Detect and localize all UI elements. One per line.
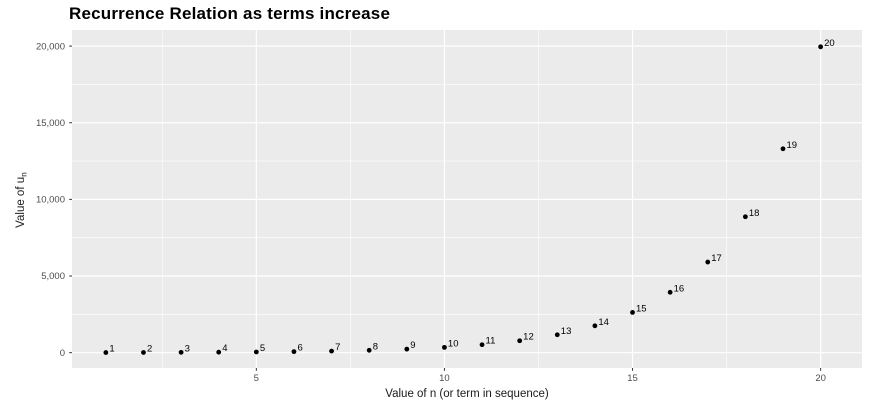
data-point	[705, 259, 711, 265]
data-point	[178, 349, 184, 355]
data-point-label: 14	[598, 317, 609, 328]
data-point-label: 5	[260, 343, 265, 354]
data-point-label: 15	[636, 303, 647, 314]
x-tick-label: 5	[254, 373, 259, 384]
data-point	[630, 310, 635, 315]
data-point	[141, 350, 146, 355]
data-point	[592, 323, 598, 329]
data-point	[818, 44, 824, 50]
data-point	[780, 146, 786, 152]
data-point-label: 2	[147, 343, 152, 354]
data-point-label: 1	[109, 344, 114, 355]
data-point	[554, 332, 560, 338]
y-axis-title-main: Value of u	[15, 177, 27, 228]
data-point-label: 4	[222, 343, 227, 354]
data-point	[479, 342, 485, 348]
y-axis-title-subscript: n	[19, 172, 29, 177]
data-point	[291, 349, 297, 355]
gridlines-major	[72, 30, 862, 368]
data-point	[329, 348, 334, 354]
x-tick-label: 15	[627, 373, 638, 384]
data-point	[742, 214, 748, 220]
y-tick-label: 0	[60, 348, 65, 359]
data-point	[517, 338, 523, 344]
data-point	[253, 349, 259, 355]
data-point-label: 7	[335, 342, 340, 353]
y-tick-label: 10,000	[36, 195, 65, 206]
data-point-label: 9	[410, 340, 415, 351]
data-points	[103, 44, 824, 355]
data-point-label: 13	[561, 326, 572, 337]
data-point	[366, 347, 372, 353]
data-point	[404, 346, 410, 352]
y-axis-title: Value of un	[15, 172, 29, 228]
data-point-label: 17	[711, 253, 722, 264]
data-point-label: 12	[523, 332, 534, 343]
data-point-label: 3	[185, 343, 190, 354]
x-tick-label: 10	[439, 373, 450, 384]
data-point-label: 11	[486, 336, 496, 347]
data-point-label: 8	[373, 341, 378, 352]
data-point	[103, 350, 109, 355]
data-point-label: 18	[749, 208, 760, 219]
data-point	[442, 344, 447, 350]
chart-title: Recurrence Relation as terms increase	[69, 4, 391, 23]
y-tick-label: 15,000	[36, 118, 65, 129]
data-point-label: 16	[674, 283, 685, 294]
data-point-label: 19	[787, 140, 798, 151]
data-point	[667, 289, 673, 295]
y-tick-label: 20,000	[36, 41, 65, 52]
y-tick-label: 5,000	[41, 271, 65, 282]
x-tick-label: 20	[815, 373, 826, 384]
x-axis-title: Value of n (or term in sequence)	[385, 388, 549, 400]
data-point-label: 6	[297, 343, 302, 354]
data-point-label: 20	[824, 38, 835, 49]
data-point-label: 10	[448, 338, 459, 349]
axis-ticks	[69, 45, 822, 371]
data-point	[216, 349, 222, 355]
